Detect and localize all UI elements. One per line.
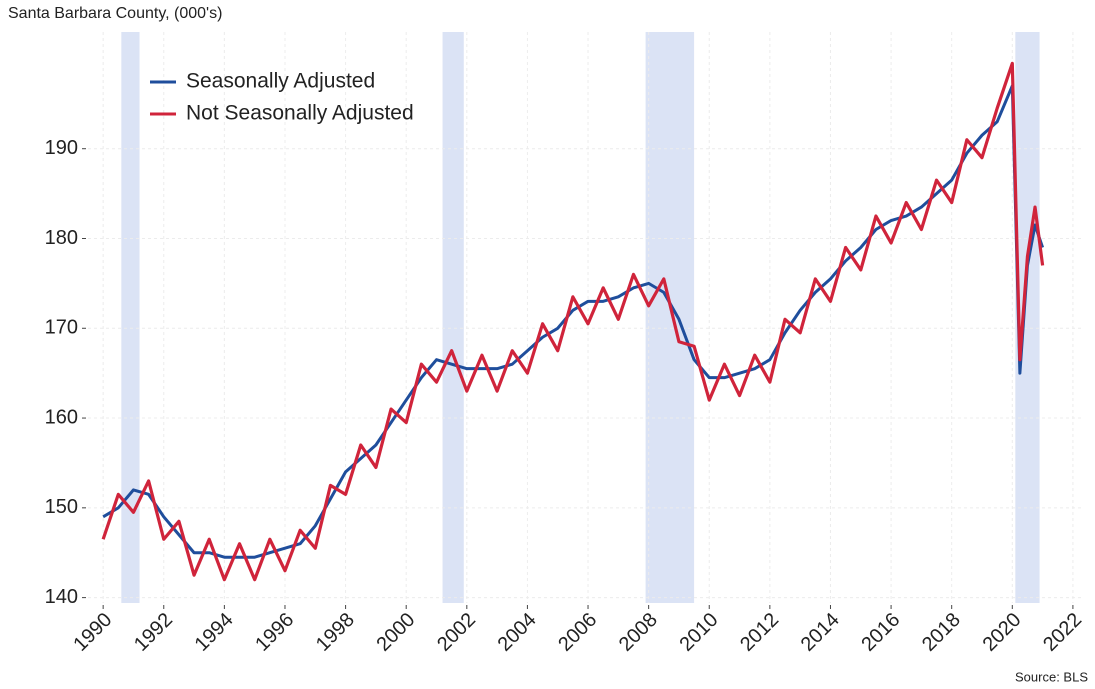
legend-label: Seasonally Adjusted <box>186 70 375 93</box>
x-tick-label: 2022 <box>1039 609 1086 656</box>
x-tick-label: 2012 <box>736 609 783 656</box>
x-tick-label: 2004 <box>494 609 541 656</box>
x-tick-label: 2000 <box>372 609 419 656</box>
recession-band <box>442 32 464 603</box>
x-tick-label: 2006 <box>554 609 601 656</box>
x-tick-label: 1994 <box>191 609 238 656</box>
x-tick-label: 1996 <box>251 609 298 656</box>
series-line <box>101 61 1045 582</box>
series-line <box>102 84 1045 559</box>
y-tick-label: 180 <box>45 227 78 249</box>
y-tick-label: 150 <box>45 496 78 518</box>
recession-band <box>645 32 695 603</box>
x-tick-label: 1992 <box>130 609 177 656</box>
x-tick-label: 2002 <box>433 609 480 656</box>
x-tick-label: 2020 <box>979 609 1026 656</box>
x-tick-label: 1998 <box>312 609 359 656</box>
x-tick-label: 2010 <box>675 609 722 656</box>
y-tick-label: 190 <box>45 137 78 159</box>
x-tick-label: 2018 <box>918 609 965 656</box>
legend-label: Not Seasonally Adjusted <box>186 102 414 125</box>
source-note: Source: BLS <box>1015 669 1088 684</box>
x-tick-label: 1990 <box>69 609 116 656</box>
x-tick-label: 2008 <box>615 609 662 656</box>
x-tick-label: 2014 <box>797 609 844 656</box>
recession-band <box>121 32 140 603</box>
chart-title: Santa Barbara County, (000's) <box>8 5 222 22</box>
y-tick-label: 140 <box>45 586 78 608</box>
y-tick-label: 170 <box>45 317 78 339</box>
x-tick-label: 2016 <box>857 609 904 656</box>
y-tick-label: 160 <box>45 406 78 428</box>
